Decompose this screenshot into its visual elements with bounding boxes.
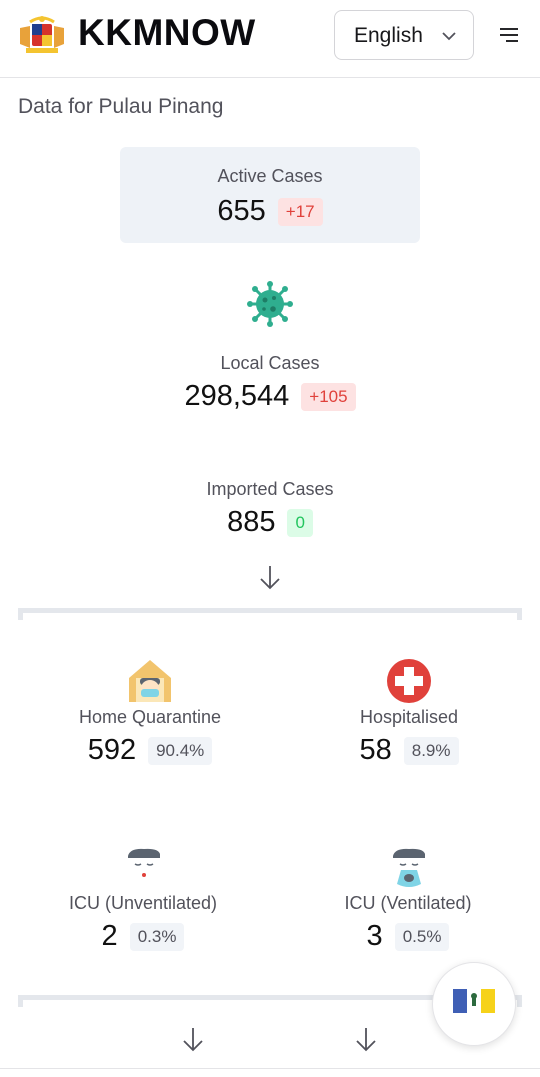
local-cases-label: Local Cases (220, 353, 320, 373)
section-divider (18, 608, 522, 620)
hospitalised-block: Hospitalised 58 8.9% (299, 707, 519, 767)
language-select-value: English (354, 24, 423, 47)
arrow-down-icon-left (183, 1028, 203, 1052)
active-cases-card (120, 147, 420, 243)
icu-ventilated-value: 3 (366, 920, 383, 952)
ventilator-patient-icon (393, 848, 425, 887)
penang-flag-icon (453, 989, 495, 1013)
icu-patient-icon (128, 848, 160, 877)
coat-of-arms-logo-icon[interactable] (16, 14, 68, 56)
home-quarantine-percent: 90.4% (148, 736, 213, 765)
imported-cases-change: 0 (287, 508, 313, 537)
brand-title[interactable]: KKMNOW (78, 12, 256, 53)
active-cases-block: Active Cases 655 +17 (0, 166, 540, 228)
hospital-cross-icon (387, 659, 431, 703)
imported-cases-block: Imported Cases 885 0 (0, 479, 540, 539)
imported-cases-label: Imported Cases (206, 479, 334, 499)
icu-ventilated-label: ICU (Ventilated) (344, 893, 472, 913)
icu-unventilated-percent: 0.3% (129, 922, 185, 951)
state-selector-button[interactable] (432, 962, 516, 1046)
virus-icon (247, 281, 293, 327)
local-cases-value: 298,544 (184, 380, 290, 412)
section-divider-bottom (18, 995, 522, 1007)
hospitalised-percent: 8.9% (403, 736, 459, 765)
imported-cases-value: 885 (227, 506, 276, 538)
arrow-down-icon-right (356, 1028, 376, 1052)
top-navbar: KKMNOW English (0, 0, 540, 78)
hospitalised-label: Hospitalised (359, 707, 459, 727)
bottom-border (0, 1068, 540, 1069)
language-select[interactable]: English (334, 10, 474, 60)
icu-unventilated-label: ICU (Unventilated) (68, 893, 218, 913)
arrow-down-icon (260, 566, 280, 590)
active-cases-label: Active Cases (217, 166, 323, 186)
icu-ventilated-block: ICU (Ventilated) 3 0.5% (298, 893, 518, 953)
page-subtitle: Data for Pulau Pinang (18, 95, 224, 118)
home-quarantine-icon (129, 660, 171, 702)
icu-unventilated-block: ICU (Unventilated) 2 0.3% (33, 893, 253, 953)
active-cases-value: 655 (217, 195, 266, 227)
home-quarantine-block: Home Quarantine 592 90.4% (40, 707, 260, 767)
local-cases-block: Local Cases 298,544 +105 (0, 353, 540, 413)
menu-icon[interactable] (498, 26, 520, 44)
local-cases-change: +105 (301, 382, 356, 411)
icu-unventilated-value: 2 (101, 920, 118, 952)
home-quarantine-label: Home Quarantine (78, 707, 222, 727)
icu-ventilated-percent: 0.5% (394, 922, 450, 951)
home-quarantine-value: 592 (87, 734, 137, 766)
chevron-down-icon (442, 32, 456, 41)
hospitalised-value: 58 (359, 734, 392, 766)
active-cases-change: +17 (277, 197, 323, 226)
